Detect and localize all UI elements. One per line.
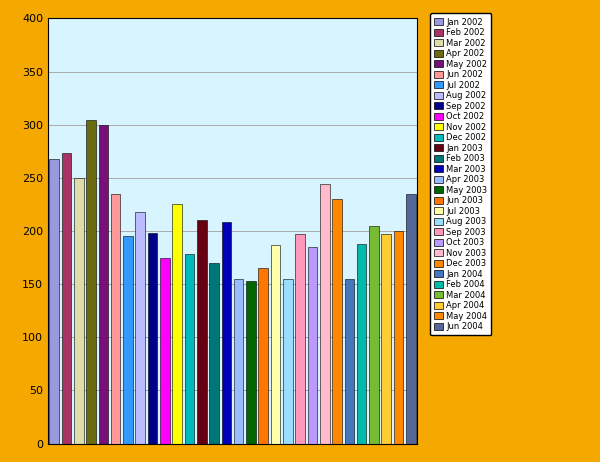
Bar bbox=[185, 255, 194, 444]
Bar bbox=[259, 268, 268, 444]
Bar bbox=[271, 245, 280, 444]
Bar bbox=[283, 279, 293, 444]
Bar bbox=[320, 184, 329, 444]
Bar bbox=[74, 178, 83, 444]
Bar bbox=[172, 204, 182, 444]
Bar bbox=[357, 244, 367, 444]
Bar bbox=[382, 234, 391, 444]
Bar bbox=[209, 263, 219, 444]
Bar bbox=[406, 194, 416, 444]
Bar bbox=[136, 212, 145, 444]
Bar bbox=[234, 279, 244, 444]
Bar bbox=[148, 233, 157, 444]
Legend: Jan 2002, Feb 2002, Mar 2002, Apr 2002, May 2002, Jun 2002, Jul 2002, Aug 2002, : Jan 2002, Feb 2002, Mar 2002, Apr 2002, … bbox=[430, 13, 491, 335]
Bar bbox=[49, 159, 59, 444]
Bar bbox=[123, 237, 133, 444]
Bar bbox=[98, 125, 108, 444]
Bar bbox=[344, 279, 354, 444]
Bar bbox=[62, 153, 71, 444]
Bar bbox=[86, 121, 96, 444]
Bar bbox=[197, 220, 206, 444]
Bar bbox=[332, 199, 342, 444]
Bar bbox=[308, 247, 317, 444]
Bar bbox=[295, 234, 305, 444]
Bar bbox=[160, 258, 170, 444]
Bar bbox=[221, 223, 231, 444]
Bar bbox=[394, 231, 403, 444]
Bar bbox=[369, 226, 379, 444]
Bar bbox=[246, 281, 256, 444]
Bar bbox=[111, 194, 121, 444]
